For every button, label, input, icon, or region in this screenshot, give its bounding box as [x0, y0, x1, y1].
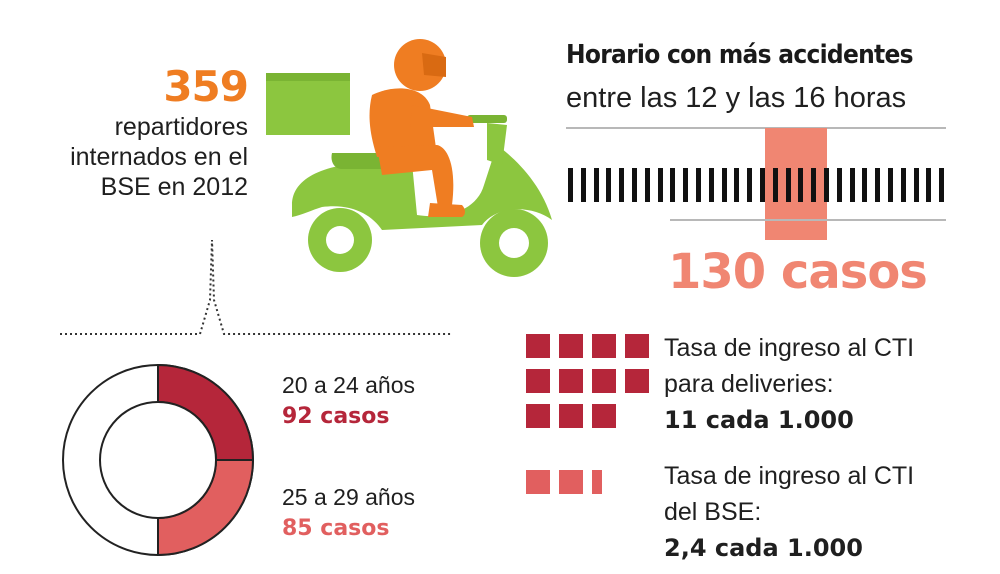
hour-tick [657, 168, 663, 202]
hour-tick [862, 168, 868, 202]
rate-square [559, 369, 583, 393]
hour-tick [811, 168, 817, 202]
hour-tick [913, 168, 919, 202]
hour-tick [824, 168, 829, 202]
hour-tick [875, 168, 881, 202]
riders-line-3: BSE en 2012 [100, 173, 248, 201]
hour-ticks [566, 168, 950, 202]
hour-tick [606, 168, 612, 202]
riders-line-2: internados en el [70, 143, 248, 171]
hour-tick [593, 168, 599, 202]
rate-square [625, 334, 649, 358]
hour-tick [708, 168, 714, 202]
bse-rate-value: 2,4 cada 1.000 [664, 534, 863, 562]
hour-tick [683, 168, 689, 202]
hour-tick [619, 168, 625, 202]
riders-number: 359 [163, 62, 249, 111]
bse-rate-line-1: Tasa de ingreso al CTI [664, 462, 915, 490]
hour-tick [696, 168, 701, 202]
hour-tick [632, 168, 637, 202]
hour-tick [670, 168, 676, 202]
hour-tick [849, 168, 855, 202]
riders-line-1: repartidores [114, 113, 248, 141]
rate-square [592, 369, 616, 393]
rate-square [592, 334, 616, 358]
hour-tick [747, 168, 753, 202]
hour-tick [926, 168, 932, 202]
age-group-1-cases: 92 casos [282, 404, 390, 429]
hour-tick [785, 168, 791, 202]
age-group-1-label: 20 a 24 años [282, 372, 416, 398]
hour-tick [900, 168, 906, 202]
rate-square [592, 470, 602, 494]
hour-tick [760, 168, 765, 202]
deliveries-rate-text: Tasa de ingreso al CTI para deliveries: … [664, 330, 914, 438]
bse-rate-line-2: del BSE: [664, 498, 762, 526]
hour-tick [798, 168, 804, 202]
hour-tick [939, 168, 945, 202]
bse-rate-squares [526, 470, 656, 500]
rate-square [526, 404, 550, 428]
deliveries-rate-line-2: para deliveries: [664, 370, 834, 398]
delivery-scooter-icon [266, 39, 552, 277]
hour-tick [568, 168, 573, 202]
hour-tick [721, 168, 727, 202]
horario-cases: 130 casos [668, 244, 928, 300]
riders-description: repartidores internados en el BSE en 201… [70, 112, 248, 202]
rate-square [625, 369, 649, 393]
deliveries-rate-squares [526, 334, 656, 434]
age-donut-chart [62, 363, 255, 557]
rate-square [526, 470, 550, 494]
hour-tick [888, 168, 893, 202]
rate-square [559, 470, 583, 494]
connector-dotted-line [60, 239, 452, 335]
deliveries-rate-line-1: Tasa de ingreso al CTI [664, 334, 915, 362]
hour-tick [772, 168, 778, 202]
hour-tick [734, 168, 740, 202]
hour-tick [836, 168, 842, 202]
horario-title: Horario con más accidentes [566, 40, 914, 70]
age-group-2-cases: 85 casos [282, 516, 390, 541]
bse-rate-text: Tasa de ingreso al CTI del BSE: 2,4 cada… [664, 458, 914, 566]
horario-subtitle: entre las 12 y las 16 horas [566, 82, 907, 114]
rate-square [559, 404, 583, 428]
rate-square [592, 404, 616, 428]
divider-bottom [670, 219, 946, 221]
rate-square [526, 369, 550, 393]
hour-tick [580, 168, 586, 202]
rate-square [526, 334, 550, 358]
deliveries-rate-value: 11 cada 1.000 [664, 406, 854, 434]
age-group-2-label: 25 a 29 años [282, 484, 416, 510]
rate-square [559, 334, 583, 358]
hour-tick [644, 168, 650, 202]
divider-top [566, 127, 946, 129]
